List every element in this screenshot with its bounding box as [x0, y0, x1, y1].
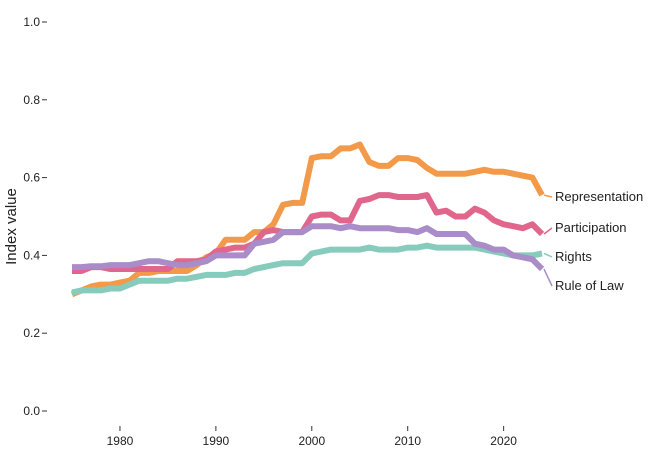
y-tick-label: 0.2 — [23, 326, 40, 340]
label-leader-line — [543, 252, 553, 258]
series-line-rights — [71, 242, 543, 296]
series-label-rule-of-law: Rule of Law — [555, 278, 624, 293]
series-label-representation: Representation — [555, 189, 643, 204]
x-tick-label: 1990 — [203, 434, 230, 448]
label-leader-line — [543, 194, 553, 198]
series-lines — [70, 141, 545, 298]
series-label-participation: Participation — [555, 220, 627, 235]
x-tick-label: 2000 — [298, 434, 325, 448]
label-leader-line — [543, 227, 553, 235]
y-axis-title: Index value — [3, 188, 20, 265]
series-label-rights: Rights — [555, 249, 592, 264]
series-line-representation — [70, 141, 545, 298]
x-tick-label: 2020 — [490, 434, 517, 448]
series-line-participation — [72, 192, 545, 274]
y-tick-label: 0.0 — [23, 404, 40, 418]
series-labels: Representation Participation Rights Rule of… — [543, 189, 643, 293]
x-axis: 1980 1990 2000 2010 2020 — [107, 426, 517, 448]
y-tick-label: 0.8 — [23, 93, 40, 107]
y-axis: 0.0 0.2 0.4 0.6 0.8 1.0 — [23, 15, 47, 418]
x-tick-label: 2010 — [394, 434, 421, 448]
label-leader-line — [543, 268, 553, 287]
y-tick-label: 1.0 — [23, 15, 40, 29]
x-tick-label: 1980 — [107, 434, 134, 448]
series-line-rule-of-law — [72, 223, 545, 272]
y-tick-label: 0.6 — [23, 171, 40, 185]
y-tick-label: 0.4 — [23, 248, 40, 262]
